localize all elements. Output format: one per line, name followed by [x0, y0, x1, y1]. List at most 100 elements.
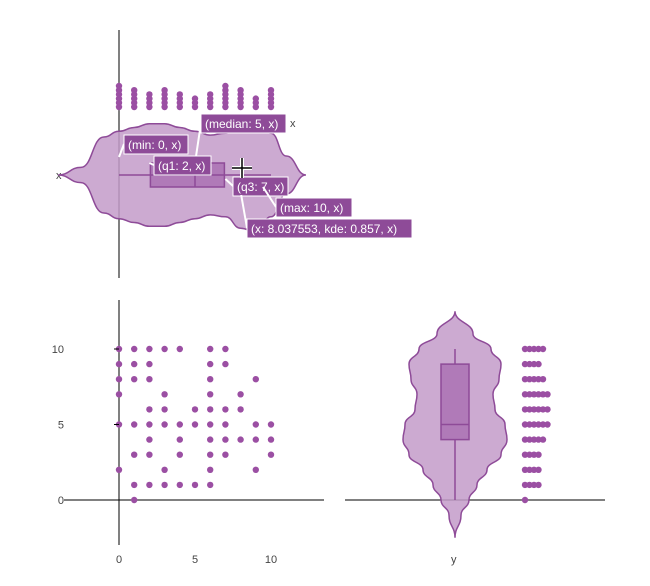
scatter-point[interactable] [252, 376, 259, 383]
bottom-strip-point [530, 451, 538, 458]
scatter-point[interactable] [176, 436, 183, 443]
bottom-strip-point [544, 421, 551, 428]
bottom-strip-point [530, 391, 538, 398]
scatter-point[interactable] [146, 376, 153, 383]
scatter-point[interactable] [207, 451, 214, 458]
scatter-point[interactable] [267, 451, 275, 458]
bottom-strip-point [539, 376, 547, 383]
top-strip-point [146, 91, 153, 98]
scatter-point[interactable] [161, 421, 168, 428]
scatter-point[interactable] [131, 451, 138, 458]
bottom-strip-point [530, 466, 538, 473]
scatter-point[interactable] [222, 406, 229, 413]
scatter-point[interactable] [161, 466, 168, 473]
bottom-strip-point [526, 421, 533, 428]
scatter-point[interactable] [252, 436, 259, 443]
bottom-xtick-label: y [451, 554, 457, 566]
scatter-point[interactable] [131, 421, 138, 428]
scatter-point[interactable] [222, 345, 229, 353]
scatter-point[interactable] [115, 391, 123, 398]
scatter-point[interactable] [191, 406, 199, 413]
scatter-point[interactable] [237, 391, 244, 398]
scatter-point[interactable] [207, 376, 214, 383]
bottom-strip-point [535, 466, 542, 473]
top-strip-point [222, 82, 229, 90]
bottom-strip-point [521, 345, 529, 353]
tooltip-label: (x: 8.037553, kde: 0.857, x) [251, 222, 397, 236]
top-strip-points [115, 82, 275, 111]
tooltip-label: (q1: 2, x) [158, 159, 205, 173]
bottom-strip-point [535, 451, 542, 458]
scatter-point[interactable] [146, 345, 153, 353]
scatter-point[interactable] [146, 481, 153, 489]
bottom-strip-point [521, 376, 529, 383]
scatter-point[interactable] [191, 481, 199, 489]
bottom-strip-point [539, 391, 547, 398]
scatter-point[interactable] [115, 376, 123, 383]
scatter-xtick-label: 10 [265, 554, 277, 566]
scatter-point[interactable] [207, 421, 214, 428]
bottom-strip-point [535, 481, 542, 489]
scatter-point[interactable] [237, 436, 244, 443]
bottom-box-iqr[interactable] [440, 363, 470, 441]
scatter-point[interactable] [161, 391, 168, 398]
scatter-point[interactable] [146, 360, 153, 368]
scatter-point[interactable] [207, 481, 214, 489]
bottom-strip-point [526, 391, 533, 398]
scatter-point[interactable] [146, 451, 153, 458]
bottom-strip-point [521, 436, 529, 443]
scatter-point[interactable] [207, 466, 214, 473]
tooltip: (max: 10, x) [262, 186, 353, 218]
scatter-xtick-label: 0 [116, 554, 122, 566]
scatter-point[interactable] [161, 481, 168, 489]
scatter-point[interactable] [131, 376, 138, 383]
scatter-point[interactable] [146, 436, 153, 443]
scatter-point[interactable] [252, 466, 259, 473]
scatter-point[interactable] [207, 360, 214, 368]
scatter-point[interactable] [267, 421, 275, 428]
scatter-point[interactable] [222, 436, 229, 443]
scatter-point[interactable] [207, 406, 214, 413]
scatter-point[interactable] [237, 406, 244, 413]
bottom-strip-point [521, 391, 529, 398]
scatter-point[interactable] [146, 406, 153, 413]
scatter-point[interactable] [222, 421, 229, 428]
scatter-point[interactable] [115, 360, 123, 368]
bottom-strip-point [526, 406, 533, 413]
scatter-point[interactable] [115, 466, 123, 473]
top-strip-point [115, 82, 123, 90]
bottom-strip-point [530, 360, 538, 368]
bottom-strip-point [521, 406, 529, 413]
scatter-point[interactable] [176, 481, 183, 489]
scatter-point[interactable] [161, 406, 168, 413]
scatter-point[interactable] [252, 421, 259, 428]
scatter-point[interactable] [176, 421, 183, 428]
bottom-strip-point [535, 376, 542, 383]
bottom-strip-point [521, 496, 529, 504]
scatter-point[interactable] [176, 345, 183, 353]
scatter-point[interactable] [161, 345, 168, 353]
bottom-strip-point [521, 360, 529, 368]
scatter-points [115, 345, 275, 504]
scatter-point[interactable] [191, 421, 199, 428]
scatter-point[interactable] [207, 345, 214, 353]
top-strip-point [131, 87, 138, 94]
scatter-point[interactable] [131, 360, 138, 368]
scatter-x-ticks: 0 5 10 [116, 554, 277, 566]
scatter-point[interactable] [267, 436, 275, 443]
scatter-point[interactable] [131, 481, 138, 489]
scatter-point[interactable] [222, 360, 229, 368]
scatter-point[interactable] [131, 345, 138, 353]
scatter-point[interactable] [146, 421, 153, 428]
scatter-point[interactable] [222, 451, 229, 458]
scatter-point[interactable] [176, 451, 183, 458]
scatter-point[interactable] [131, 496, 138, 504]
scatter-point[interactable] [207, 391, 214, 398]
top-strip-point [252, 95, 259, 102]
bottom-strip-point [539, 421, 547, 428]
scatter-ytick-label: 0 [58, 495, 64, 507]
bottom-strip-point [526, 360, 533, 368]
tooltip: (min: 0, x) [118, 134, 189, 158]
scatter-point[interactable] [207, 436, 214, 443]
